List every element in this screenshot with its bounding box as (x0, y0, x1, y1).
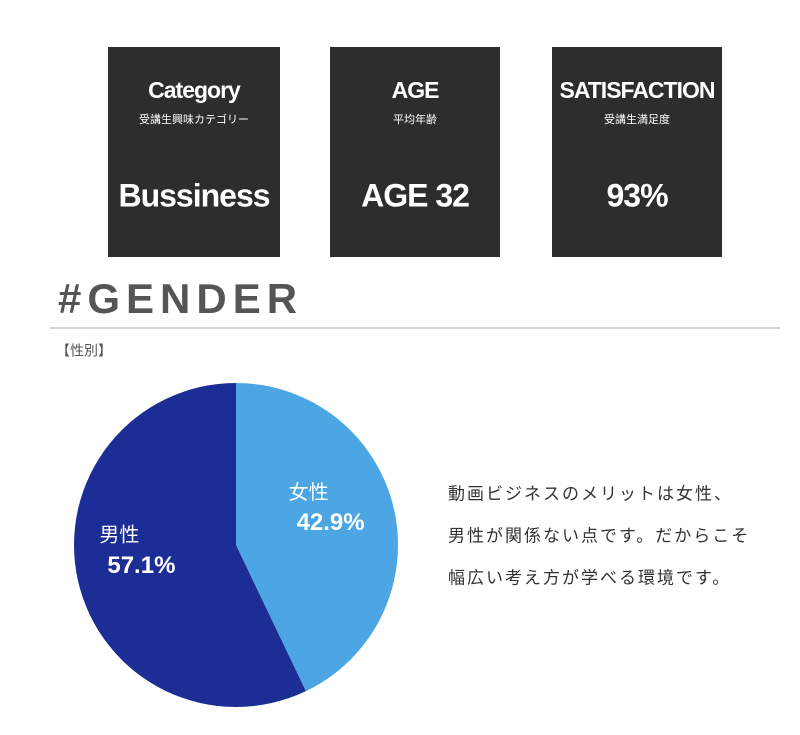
slice-category: 女性 (289, 481, 329, 504)
card (108, 47, 280, 257)
description-line: 動画ビジネスのメリットは女性、 (448, 484, 733, 503)
card (330, 47, 500, 257)
description-line: 男性が関係ない点です。だからこそ (448, 526, 750, 545)
pie-chart: 女性 42.9% 男性 57.1% (74, 383, 399, 707)
card-value: AGE 32 (361, 177, 469, 213)
pie-slice (236, 383, 399, 692)
card-value: 93% (606, 177, 668, 213)
slice-category: 男性 (99, 524, 139, 547)
section-subtitle: 【性別】 (56, 343, 112, 359)
card-value: Bussiness (118, 177, 269, 213)
card-subtitle: 平均年齢 (393, 112, 437, 126)
card-title: AGE (392, 77, 440, 103)
pie-slice (74, 383, 306, 707)
slice-value-label: 42.9% (297, 509, 365, 536)
section-title: #GENDER (58, 275, 303, 322)
card-title: SATISFACTION (560, 77, 715, 103)
card (552, 47, 722, 257)
card-title: Category (148, 77, 241, 103)
slice-value-label: 57.1% (107, 552, 175, 579)
description-line: 幅広い考え方が学べる環境です。 (448, 568, 731, 587)
card-subtitle: 受講生興味カテゴリー (139, 112, 249, 126)
card-subtitle: 受講生満足度 (604, 112, 670, 126)
